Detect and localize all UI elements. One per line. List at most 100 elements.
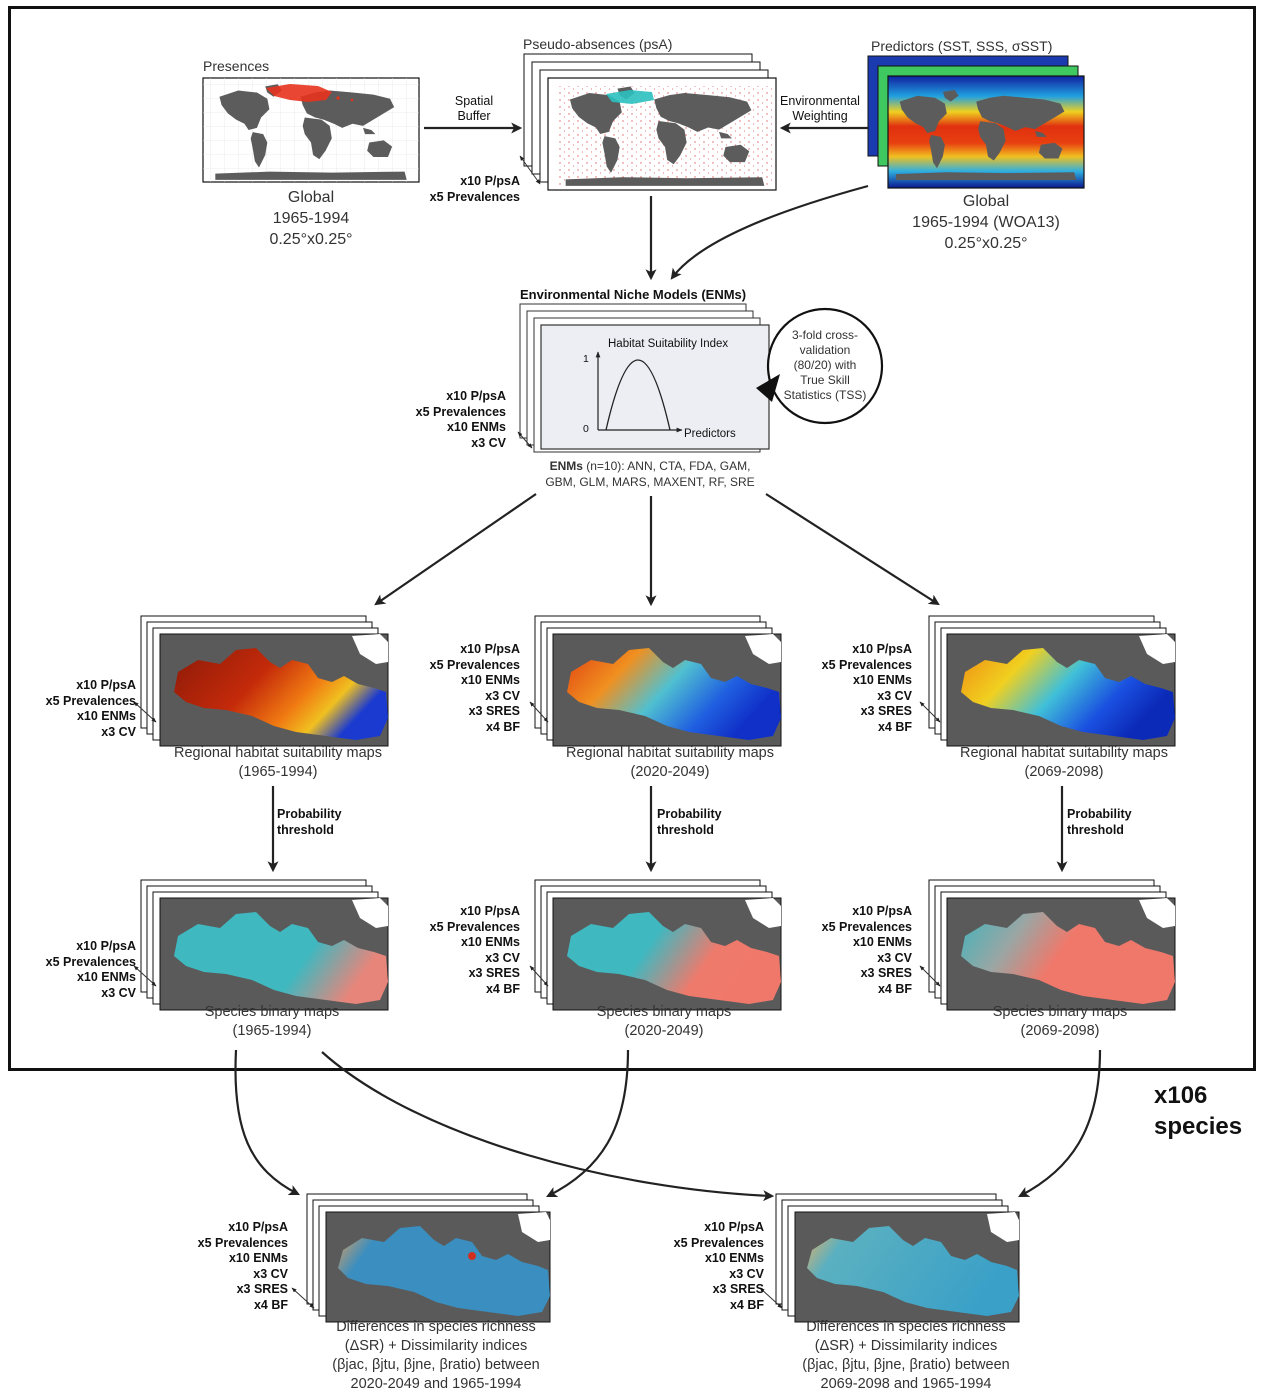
enm-multipliers: x10 P/psA x5 Prevalences x10 ENMs x3 CV <box>400 389 506 451</box>
binary-stack-1 <box>140 879 389 1011</box>
binary-1-caption: Species binary maps (1965-1994) <box>158 1003 386 1041</box>
suitability-stack-3 <box>928 615 1176 747</box>
multiplier-item: x10 P/psA <box>76 939 136 953</box>
suitability-2-multipliers: x10 P/psA x5 Prevalences x10 ENMs x3 CV … <box>406 642 520 735</box>
caption-line: (2020-2049) <box>630 764 710 780</box>
multiplier-item: x10 P/psA <box>460 904 520 918</box>
difference-2-caption: Differences in species richness (ΔSR) + … <box>776 1318 1036 1394</box>
caption-line: Regional habitat suitability maps <box>960 745 1168 761</box>
multiplier-item: x10 ENMs <box>852 935 912 949</box>
pseudo-absences-title: Pseudo-absences (psA) <box>523 36 673 52</box>
env-weighting-line: Environmental <box>780 94 860 108</box>
pseudo-absences-multipliers: x10 P/psA x5 Prevalences <box>408 174 520 205</box>
caption-line: Species binary maps <box>204 1004 340 1020</box>
binary-stack-3 <box>928 879 1176 1011</box>
multiplier-item: x5 Prevalences <box>429 189 520 204</box>
enm-desc-line: (n=10): ANN, CTA, FDA, GAM, <box>582 459 751 473</box>
enm-description: ENMs (n=10): ANN, CTA, FDA, GAM, GBM, GL… <box>530 458 770 490</box>
multiplier-item: x10 P/psA <box>446 389 506 403</box>
suitability-stack-1 <box>140 615 389 747</box>
multiplier-item: x10 ENMs <box>460 673 520 687</box>
presences-caption-line: Global <box>287 189 335 206</box>
multiplier-item: x3 CV <box>485 688 520 703</box>
multiplier-item: x3 CV <box>877 950 912 965</box>
species-count-line: x106 <box>1154 1082 1208 1109</box>
difference-stack-1 <box>306 1193 551 1323</box>
species-count-label: x106 species <box>1154 1080 1242 1142</box>
difference-stack-2 <box>775 1193 1020 1323</box>
multiplier-item: x3 CV <box>253 1266 288 1281</box>
enm-title: Environmental Niche Models (ENMs) <box>520 287 747 302</box>
cross-validation-note: 3-fold cross- validation (80/20) with Tr… <box>775 328 875 403</box>
hsi-y-min: 0 <box>583 423 589 435</box>
cv-line: (80/20) with <box>793 358 857 372</box>
multiplier-item: x10 ENMs <box>446 420 506 434</box>
species-count-line: species <box>1154 1113 1243 1140</box>
binary-1-multipliers: x10 P/psA x5 Prevalences x10 ENMs x3 CV <box>20 939 136 1001</box>
caption-line: Regional habitat suitability maps <box>174 745 382 761</box>
multiplier-item: x10 P/psA <box>76 678 136 692</box>
caption-line: Differences in species richness <box>806 1319 1006 1335</box>
multiplier-item: x10 ENMs <box>704 1251 764 1265</box>
enm-desc-line: GBM, GLM, MARS, MAXENT, RF, SRE <box>545 475 755 489</box>
difference-2-multipliers: x10 P/psA x5 Prevalences x10 ENMs x3 CV … <box>648 1220 764 1313</box>
threshold-line: Probability <box>1067 807 1132 821</box>
multiplier-item: x5 Prevalences <box>45 954 136 969</box>
caption-line: (2020-2049) <box>624 1023 704 1039</box>
multiplier-item: x4 BF <box>877 981 912 996</box>
multiplier-item: x3 SRES <box>236 1282 288 1296</box>
caption-line: (ΔSR) + Dissimilarity indices <box>814 1338 998 1354</box>
binary-3-multipliers: x10 P/psA x5 Prevalences x10 ENMs x3 CV … <box>798 904 912 997</box>
multiplier-item: x10 ENMs <box>460 935 520 949</box>
multiplier-item: x10 ENMs <box>228 1251 288 1265</box>
suitability-2-caption: Regional habitat suitability maps (2020-… <box>556 744 784 782</box>
multiplier-item: x3 SRES <box>860 966 912 980</box>
caption-line: 2020-2049 and 1965-1994 <box>350 1376 522 1392</box>
multiplier-item: x5 Prevalences <box>429 919 520 934</box>
caption-line: (βjac, βjtu, βjne, βratio) between <box>802 1357 1010 1373</box>
binary-3-caption: Species binary maps (2069-2098) <box>946 1003 1174 1041</box>
multiplier-item: x3 CV <box>485 950 520 965</box>
multiplier-item: x10 P/psA <box>460 642 520 656</box>
multiplier-item: x4 BF <box>485 981 520 996</box>
multiplier-item: x3 CV <box>471 435 506 450</box>
suitability-1-caption: Regional habitat suitability maps (1965-… <box>164 744 392 782</box>
multiplier-item: x10 ENMs <box>76 709 136 723</box>
species-loop-frame <box>8 6 1256 1071</box>
multiplier-item: x10 P/psA <box>704 1220 764 1234</box>
multiplier-item: x5 Prevalences <box>415 404 506 419</box>
presences-caption: Global 1965-1994 0.25°x0.25° <box>241 187 381 250</box>
multiplier-item: x10 P/psA <box>852 904 912 918</box>
caption-line: Species binary maps <box>596 1004 732 1020</box>
cv-line: Statistics (TSS) <box>783 388 867 402</box>
predictors-caption-line: 0.25°x0.25° <box>944 235 1028 252</box>
threshold-line: Probability <box>657 807 722 821</box>
multiplier-item: x3 CV <box>101 985 136 1000</box>
cv-line: True Skill <box>800 373 850 387</box>
presences-title: Presences <box>203 58 270 74</box>
multiplier-item: x4 BF <box>877 719 912 734</box>
caption-line: (2069-2098) <box>1020 1023 1100 1039</box>
multiplier-item: x10 P/psA <box>228 1220 288 1234</box>
threshold-line: Probability <box>277 807 342 821</box>
presences-caption-line: 1965-1994 <box>272 210 350 227</box>
threshold-line: threshold <box>277 823 334 837</box>
threshold-line: threshold <box>1067 823 1124 837</box>
multiplier-item: x3 SRES <box>712 1282 764 1296</box>
spatial-buffer-label: Spatial Buffer <box>436 94 512 124</box>
binary-2-multipliers: x10 P/psA x5 Prevalences x10 ENMs x3 CV … <box>406 904 520 997</box>
multiplier-item: x5 Prevalences <box>821 657 912 672</box>
threshold-line: threshold <box>657 823 714 837</box>
presences-caption-line: 0.25°x0.25° <box>269 231 353 248</box>
multiplier-item: x3 SRES <box>468 704 520 718</box>
multiplier-item: x4 BF <box>253 1297 288 1312</box>
multiplier-item: x3 SRES <box>860 704 912 718</box>
multiplier-item: x3 CV <box>877 688 912 703</box>
predictors-caption-line: Global <box>962 193 1010 210</box>
probability-threshold-2: Probability threshold <box>657 806 722 838</box>
multiplier-item: x3 SRES <box>468 966 520 980</box>
predictors-title: Predictors (SST, SSS, σSST) <box>871 38 1053 54</box>
multiplier-item: x3 CV <box>101 724 136 739</box>
multiplier-item: x5 Prevalences <box>45 693 136 708</box>
